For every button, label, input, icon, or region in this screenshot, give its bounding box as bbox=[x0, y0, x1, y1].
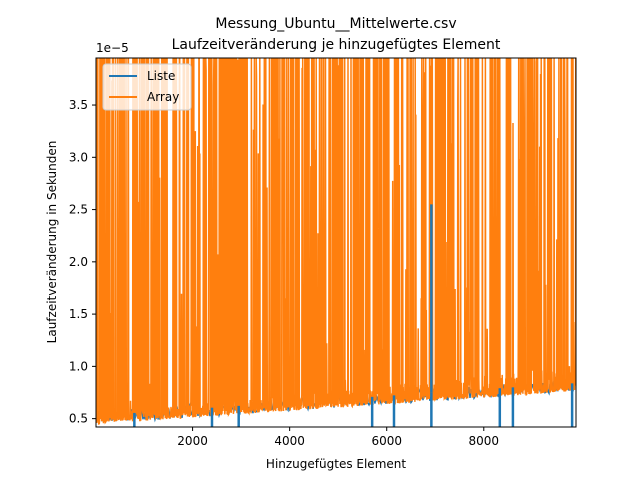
x-tick-label: 8000 bbox=[469, 434, 500, 448]
y-tick-label: 3.5 bbox=[69, 98, 88, 112]
x-tick-label: 2000 bbox=[177, 434, 208, 448]
x-tick-label: 4000 bbox=[274, 434, 305, 448]
y-tick-label: 1.5 bbox=[69, 307, 88, 321]
y-offset-label: 1e−5 bbox=[96, 41, 129, 55]
y-tick-label: 1.0 bbox=[69, 359, 88, 373]
legend: Liste Array bbox=[102, 63, 192, 111]
x-axis-ticks: 2000 4000 6000 8000 bbox=[177, 427, 499, 448]
y-tick-label: 2.5 bbox=[69, 203, 88, 217]
chart-title: Messung_Ubuntu__Mittelwerte.csv bbox=[215, 16, 456, 32]
plot-area bbox=[96, 58, 576, 427]
y-tick-label: 2.0 bbox=[69, 255, 88, 269]
axes-frame bbox=[95, 57, 577, 428]
y-axis-ticks: 0.5 1.0 1.5 2.0 2.5 3.0 3.5 bbox=[69, 98, 96, 426]
series-line-array bbox=[96, 58, 576, 425]
y-tick-label: 3.0 bbox=[69, 150, 88, 164]
y-axis-label: Laufzeitveränderung in Sekunden bbox=[45, 141, 59, 344]
y-tick-label: 0.5 bbox=[69, 412, 88, 426]
legend-label-array: Array bbox=[147, 90, 179, 104]
x-axis-label: Hinzugefügtes Element bbox=[266, 457, 406, 471]
x-tick-label: 6000 bbox=[371, 434, 402, 448]
chart-subtitle: Laufzeitveränderung je hinzugefügtes Ele… bbox=[172, 37, 501, 53]
legend-label-liste: Liste bbox=[147, 69, 175, 83]
